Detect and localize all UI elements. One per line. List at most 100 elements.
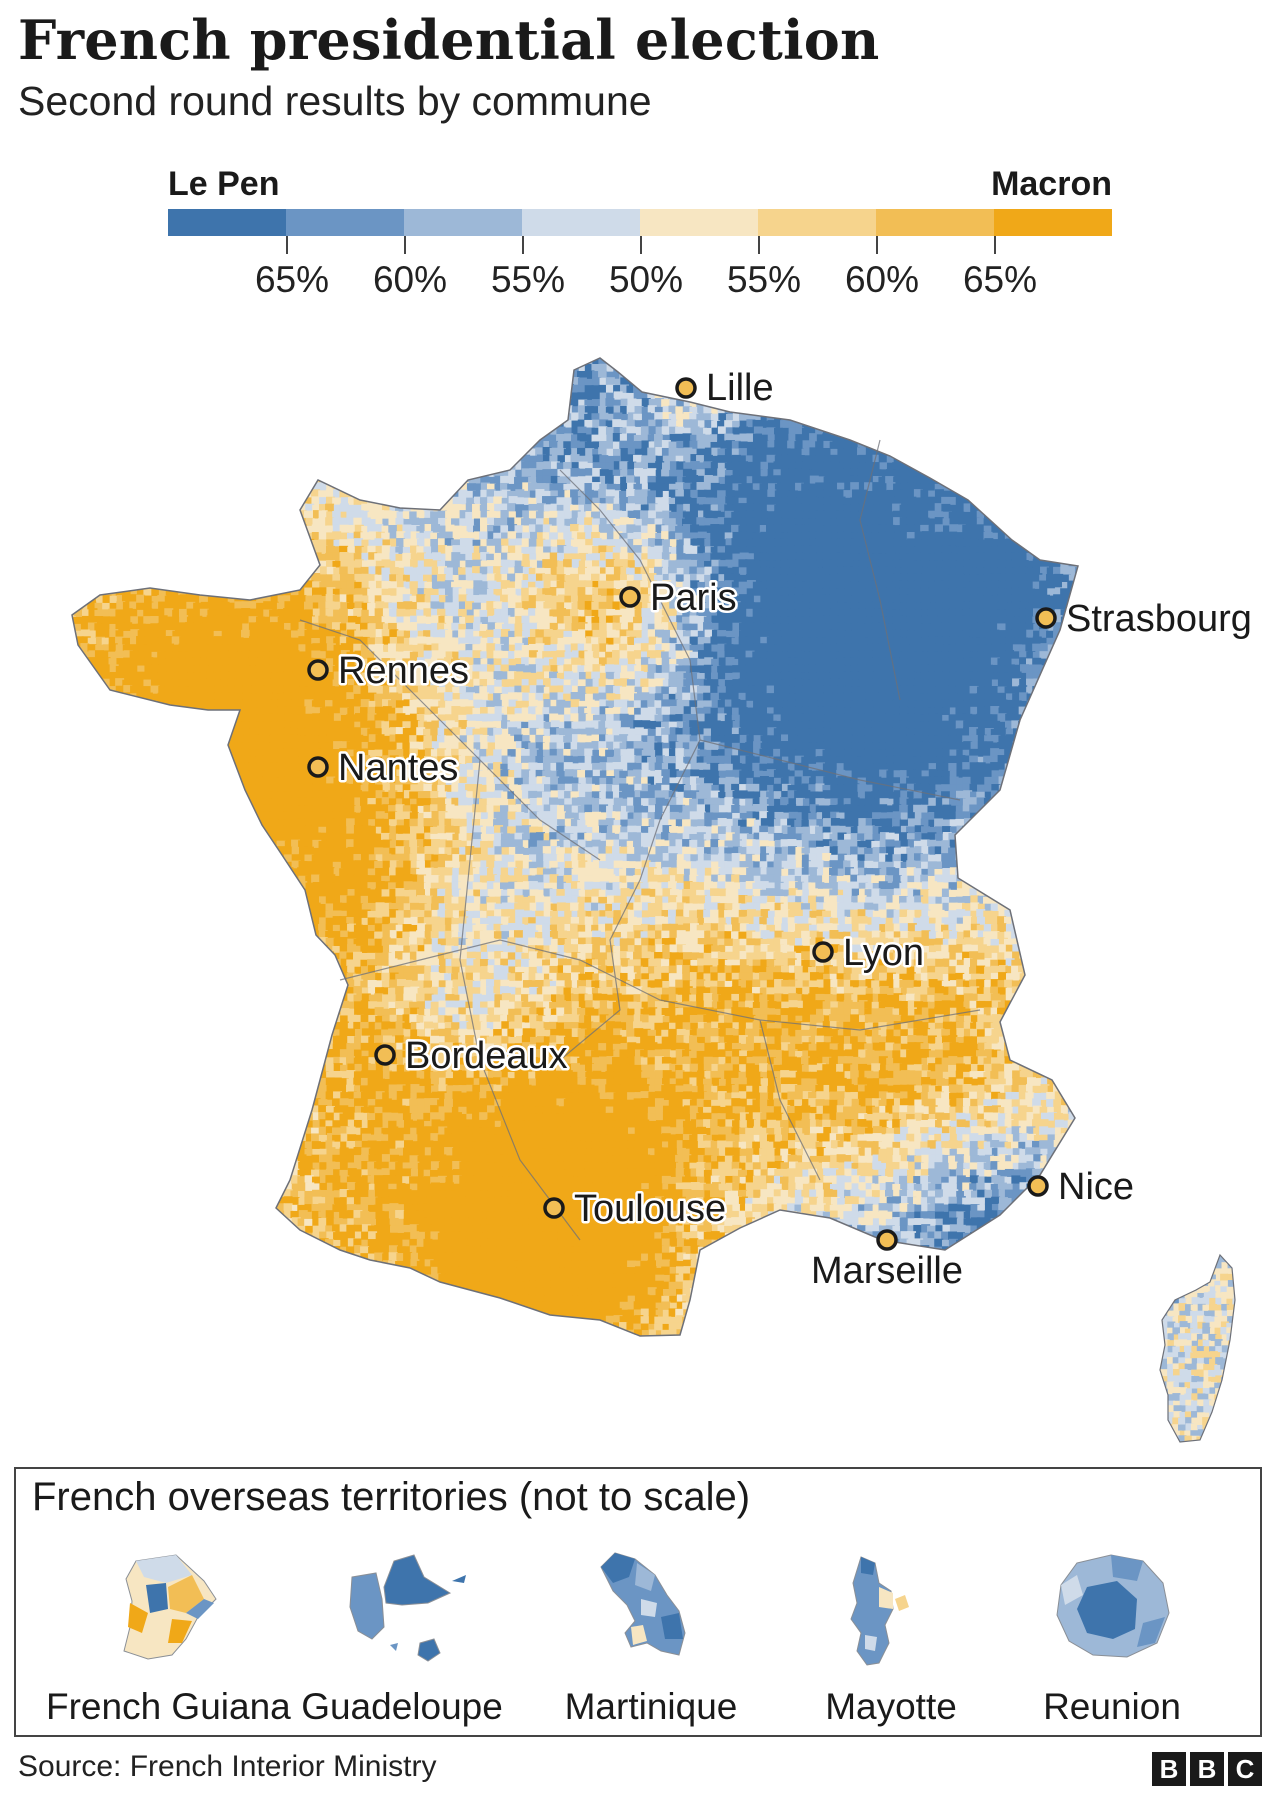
legend-tick-label: 60% bbox=[373, 259, 447, 301]
color-legend: Le Pen Macron 65% 60% 55% 50% 55% 60% 65… bbox=[168, 165, 1112, 320]
legend-swatch bbox=[168, 209, 286, 236]
region-borders bbox=[299, 439, 981, 1241]
territory-label: French Guiana bbox=[46, 1686, 291, 1728]
martinique-commune bbox=[631, 1625, 647, 1645]
legend-swatch bbox=[758, 209, 876, 236]
territory-french-guiana: French Guiana bbox=[46, 1539, 291, 1734]
mayotte-base bbox=[850, 1556, 894, 1666]
city-dot bbox=[1035, 607, 1057, 629]
reunion-commune bbox=[1061, 1575, 1083, 1605]
mayotte-commune bbox=[861, 1557, 875, 1575]
chart-subtitle: Second round results by commune bbox=[18, 78, 652, 125]
city-label: Paris bbox=[650, 577, 737, 619]
marie-galante bbox=[417, 1638, 441, 1662]
territory-label: Guadeloupe bbox=[282, 1686, 522, 1728]
city-dot bbox=[675, 377, 697, 399]
city-dot bbox=[374, 1044, 396, 1066]
city-marker-nantes: Nantes bbox=[307, 745, 461, 792]
city-dot bbox=[876, 1229, 898, 1251]
martinique-commune bbox=[661, 1613, 683, 1639]
city-label: Lyon bbox=[843, 932, 924, 974]
city-dot bbox=[1027, 1175, 1049, 1197]
reunion-map bbox=[1056, 1554, 1170, 1658]
city-label: Lille bbox=[706, 367, 774, 409]
city-marker-toulouse: Toulouse bbox=[543, 1186, 729, 1233]
overseas-territories-panel: French overseas territories (not to scal… bbox=[14, 1467, 1262, 1737]
legend-swatch bbox=[286, 209, 404, 236]
bbc-logo-letter: B bbox=[1152, 1752, 1186, 1786]
guiana-commune bbox=[128, 1603, 148, 1633]
legend-tick-label: 55% bbox=[491, 259, 565, 301]
territory-mayotte: Mayotte bbox=[771, 1539, 1011, 1734]
chart-title: French presidential election bbox=[18, 8, 879, 72]
city-marker-strasbourg: Strasbourg bbox=[1035, 596, 1254, 643]
city-dot bbox=[619, 586, 641, 608]
city-label: Bordeaux bbox=[405, 1035, 568, 1077]
city-marker-lille: Lille bbox=[675, 365, 776, 412]
guiana-commune bbox=[146, 1583, 168, 1613]
city-dot bbox=[543, 1197, 565, 1219]
legend-tick-label: 55% bbox=[727, 259, 801, 301]
territory-label: Reunion bbox=[992, 1686, 1232, 1728]
legend-swatch bbox=[640, 209, 758, 236]
city-label: Toulouse bbox=[574, 1188, 726, 1230]
mayotte-commune bbox=[865, 1635, 877, 1651]
guadeloupe-map bbox=[349, 1554, 466, 1662]
bbc-logo: B B C bbox=[1152, 1752, 1262, 1786]
mayotte-commune bbox=[879, 1587, 893, 1609]
city-marker-marseille: Marseille bbox=[808, 1229, 966, 1295]
legend-tick bbox=[640, 236, 642, 254]
legend-tick bbox=[994, 236, 996, 254]
la-desirade bbox=[452, 1575, 466, 1583]
corsica-border bbox=[1159, 1253, 1236, 1443]
legend-tick-label: 65% bbox=[255, 259, 329, 301]
city-dot bbox=[307, 659, 329, 681]
mainland-france bbox=[71, 357, 1079, 1337]
territory-guadeloupe: Guadeloupe bbox=[282, 1539, 522, 1734]
city-label: Nice bbox=[1058, 1166, 1134, 1208]
martinique-map bbox=[600, 1552, 686, 1656]
petite-terre bbox=[895, 1595, 909, 1611]
territory-martinique: Martinique bbox=[531, 1539, 771, 1734]
legend-left-label: Le Pen bbox=[168, 165, 279, 204]
guiana-commune bbox=[186, 1599, 214, 1619]
france-commune-map: Lille Paris Strasbourg Rennes Nantes Lyo… bbox=[71, 357, 1254, 1443]
city-label: Nantes bbox=[338, 747, 458, 789]
legend-tick bbox=[522, 236, 524, 254]
bbc-logo-letter: C bbox=[1228, 1752, 1262, 1786]
basse-terre bbox=[349, 1572, 385, 1640]
corsica bbox=[1159, 1253, 1236, 1443]
legend-color-bar bbox=[168, 209, 1112, 236]
city-marker-paris: Paris bbox=[619, 575, 739, 622]
overseas-panel-title: French overseas territories (not to scal… bbox=[32, 1475, 750, 1520]
grande-terre bbox=[383, 1554, 452, 1606]
legend-swatch bbox=[994, 209, 1112, 236]
reunion-commune bbox=[1137, 1617, 1165, 1647]
legend-tick-label: 50% bbox=[609, 259, 683, 301]
guiana-commune bbox=[136, 1555, 192, 1583]
city-dot bbox=[812, 941, 834, 963]
reunion-commune bbox=[1111, 1555, 1143, 1581]
france-border bbox=[71, 357, 1079, 1337]
bbc-logo-letter: B bbox=[1190, 1752, 1224, 1786]
legend-swatch bbox=[404, 209, 522, 236]
legend-tick bbox=[286, 236, 288, 254]
martinique-commune bbox=[641, 1599, 657, 1617]
legend-tick bbox=[758, 236, 760, 254]
legend-swatch bbox=[876, 209, 994, 236]
city-marker-nice: Nice bbox=[1027, 1164, 1137, 1211]
city-label: Marseille bbox=[811, 1250, 963, 1292]
martinique-commune bbox=[635, 1563, 655, 1591]
reunion-interior bbox=[1077, 1581, 1137, 1639]
les-saintes bbox=[390, 1643, 398, 1651]
territory-label: Martinique bbox=[531, 1686, 771, 1728]
city-label: Rennes bbox=[338, 650, 469, 692]
legend-tick-label: 65% bbox=[963, 259, 1037, 301]
territory-reunion: Reunion bbox=[992, 1539, 1232, 1734]
city-marker-lyon: Lyon bbox=[812, 930, 927, 977]
city-marker-bordeaux: Bordeaux bbox=[374, 1033, 570, 1080]
legend-right-label: Macron bbox=[991, 165, 1112, 204]
city-markers: Lille Paris Strasbourg Rennes Nantes Lyo… bbox=[307, 365, 1254, 1295]
city-dot bbox=[307, 756, 329, 778]
legend-tick-label: 60% bbox=[845, 259, 919, 301]
